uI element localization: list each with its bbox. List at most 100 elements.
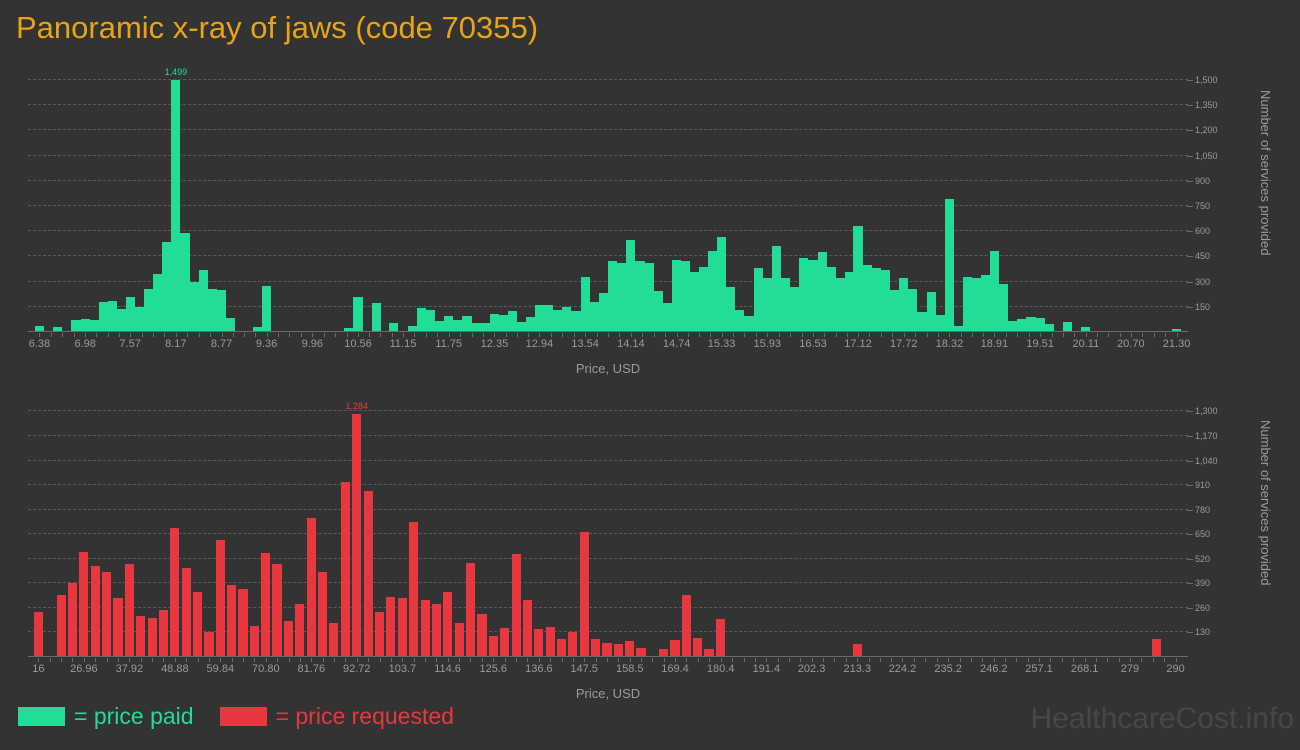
y-axis-tick-label: 1,050 — [1187, 150, 1218, 161]
x-axis-minor-tick — [164, 333, 166, 337]
x-axis-minor-tick — [983, 333, 985, 337]
bar — [852, 643, 862, 657]
bar — [80, 318, 90, 332]
chart-price-requested: 1,284 130 260 390 520 650 780 910 1,040 1,170 1,3… — [0, 392, 1300, 701]
bar — [136, 616, 146, 657]
x-axis-minor-tick — [868, 658, 870, 662]
x-axis-minor-tick — [1085, 333, 1087, 337]
bar — [397, 598, 407, 657]
bar — [143, 289, 153, 332]
bar — [353, 297, 363, 332]
x-axis-minor-tick — [322, 658, 324, 662]
bar — [134, 307, 144, 332]
bar — [808, 259, 818, 332]
bar — [499, 627, 509, 657]
legend-item-price-requested: = price requested — [219, 703, 454, 730]
bar — [318, 572, 328, 657]
x-axis-minor-tick — [436, 658, 438, 662]
x-axis-tick-label: 14.74 — [662, 338, 691, 350]
bar — [477, 613, 487, 657]
x-axis-minor-tick — [630, 333, 632, 337]
x-axis-minor-tick — [709, 658, 711, 662]
y-axis-tick-label: 750 — [1186, 201, 1211, 212]
bar — [744, 316, 754, 332]
x-axis-tick-label: 18.32 — [935, 338, 964, 350]
x-axis-minor-tick — [447, 658, 449, 662]
y-axis-tick-label: 650 — [1186, 529, 1211, 540]
x-axis-minor-tick — [642, 333, 644, 337]
legend-swatch-green-icon — [18, 707, 65, 726]
x-axis-minor-tick — [141, 333, 143, 337]
y-axis-tick-label: 260 — [1186, 602, 1211, 613]
x-axis-tick-label: 16 — [32, 663, 45, 675]
x-axis-minor-tick — [494, 333, 496, 337]
x-axis-minor-tick — [335, 333, 337, 337]
x-axis-minor-tick — [437, 333, 439, 337]
bar — [1035, 317, 1045, 332]
x-axis-minor-tick — [915, 333, 917, 337]
x-axis-tick-label: 9.36 — [255, 338, 278, 350]
bar — [826, 266, 836, 332]
x-axis-minor-tick — [652, 658, 654, 662]
x-axis-minor-tick — [811, 658, 813, 662]
x-axis-minor-tick — [993, 658, 995, 662]
y-axis-tick-label: 900 — [1186, 175, 1211, 186]
bar — [480, 323, 490, 332]
x-axis-minor-tick — [801, 333, 803, 337]
x-axis-minor-tick — [550, 658, 552, 662]
bar — [690, 272, 700, 332]
bar — [329, 623, 339, 657]
bar — [238, 589, 248, 657]
bar — [340, 482, 351, 657]
x-axis-tick-label: 13.54 — [571, 338, 599, 350]
x-axis-minor-tick — [198, 333, 200, 337]
bar — [371, 302, 381, 332]
x-axis-minor-tick — [790, 333, 792, 337]
bar — [944, 199, 954, 332]
bar — [954, 325, 964, 332]
bar — [284, 621, 294, 657]
chart-price-paid-baseline — [28, 331, 1188, 332]
bar — [571, 311, 581, 332]
bar — [917, 311, 927, 332]
page-title: Panoramic x-ray of jaws (code 70355) — [16, 10, 539, 45]
bar — [488, 636, 498, 657]
x-axis-tick-label: 20.70 — [1117, 338, 1145, 350]
x-axis-minor-tick — [743, 658, 745, 662]
x-axis-minor-tick — [1107, 658, 1109, 662]
bar — [215, 539, 225, 657]
x-axis-minor-tick — [687, 333, 689, 337]
bar — [1172, 328, 1182, 332]
bar — [389, 323, 399, 332]
bar — [681, 594, 691, 657]
bar — [591, 639, 601, 657]
x-axis-minor-tick — [368, 658, 370, 662]
bar — [845, 272, 855, 332]
bar — [653, 290, 663, 332]
x-axis-minor-tick — [608, 333, 609, 337]
x-axis-tick-label: 20.11 — [1072, 338, 1100, 350]
y-axis-tick-label: 1,300 — [1187, 406, 1218, 417]
x-axis-minor-tick — [539, 333, 541, 337]
x-axis-minor-tick — [174, 658, 176, 662]
x-axis-minor-tick — [288, 658, 290, 662]
x-axis-minor-tick — [471, 333, 473, 337]
bar — [344, 327, 354, 332]
bar — [602, 642, 612, 657]
x-axis-minor-tick — [1119, 333, 1121, 337]
x-axis-minor-tick — [676, 333, 678, 337]
bar — [853, 226, 863, 332]
x-axis-minor-tick — [299, 658, 301, 662]
x-axis-minor-tick — [266, 333, 268, 337]
x-axis-minor-tick — [390, 658, 392, 662]
bar — [1017, 318, 1027, 332]
x-axis-tick-label: 180.4 — [706, 663, 735, 675]
bar — [659, 649, 669, 657]
bar — [363, 490, 373, 657]
x-axis-tick-label: 12.94 — [525, 338, 554, 350]
chart-price-requested-baseline — [28, 656, 1188, 657]
x-axis-tick-label: 235.2 — [934, 663, 962, 675]
y-axis-tick-label: 300 — [1186, 276, 1211, 287]
x-axis-minor-tick — [857, 333, 859, 337]
bar — [226, 318, 236, 332]
